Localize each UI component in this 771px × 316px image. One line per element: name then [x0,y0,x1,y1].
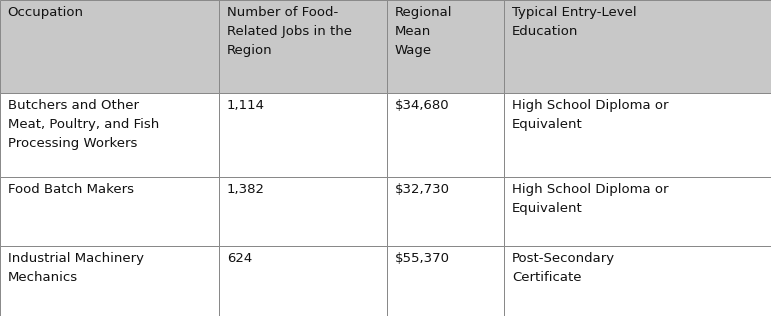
Text: Occupation: Occupation [8,6,84,19]
Text: $32,730: $32,730 [395,183,449,196]
Bar [504,177,771,246]
Bar [387,0,504,93]
Text: Number of Food-
Related Jobs in the
Region: Number of Food- Related Jobs in the Regi… [227,6,352,57]
Bar [504,0,771,93]
Bar [504,93,771,177]
Text: Butchers and Other
Meat, Poultry, and Fish
Processing Workers: Butchers and Other Meat, Poultry, and Fi… [8,99,159,150]
Text: $55,370: $55,370 [395,252,449,265]
Text: Food Batch Makers: Food Batch Makers [8,183,133,196]
Bar [219,0,387,93]
Text: Typical Entry-Level
Education: Typical Entry-Level Education [512,6,637,38]
Text: Post-Secondary
Certificate: Post-Secondary Certificate [512,252,615,284]
Bar [219,246,387,316]
Text: Industrial Machinery
Mechanics: Industrial Machinery Mechanics [8,252,143,284]
Bar [0,0,219,93]
Bar [0,177,219,246]
Bar [219,93,387,177]
Bar [219,177,387,246]
Bar [387,246,504,316]
Text: Regional
Mean
Wage: Regional Mean Wage [395,6,453,57]
Bar [0,246,219,316]
Text: 624: 624 [227,252,252,265]
Text: High School Diploma or
Equivalent: High School Diploma or Equivalent [512,99,668,131]
Bar [387,93,504,177]
Text: 1,382: 1,382 [227,183,264,196]
Text: $34,680: $34,680 [395,99,449,112]
Text: High School Diploma or
Equivalent: High School Diploma or Equivalent [512,183,668,215]
Bar [0,93,219,177]
Bar [504,246,771,316]
Text: 1,114: 1,114 [227,99,264,112]
Bar [387,177,504,246]
